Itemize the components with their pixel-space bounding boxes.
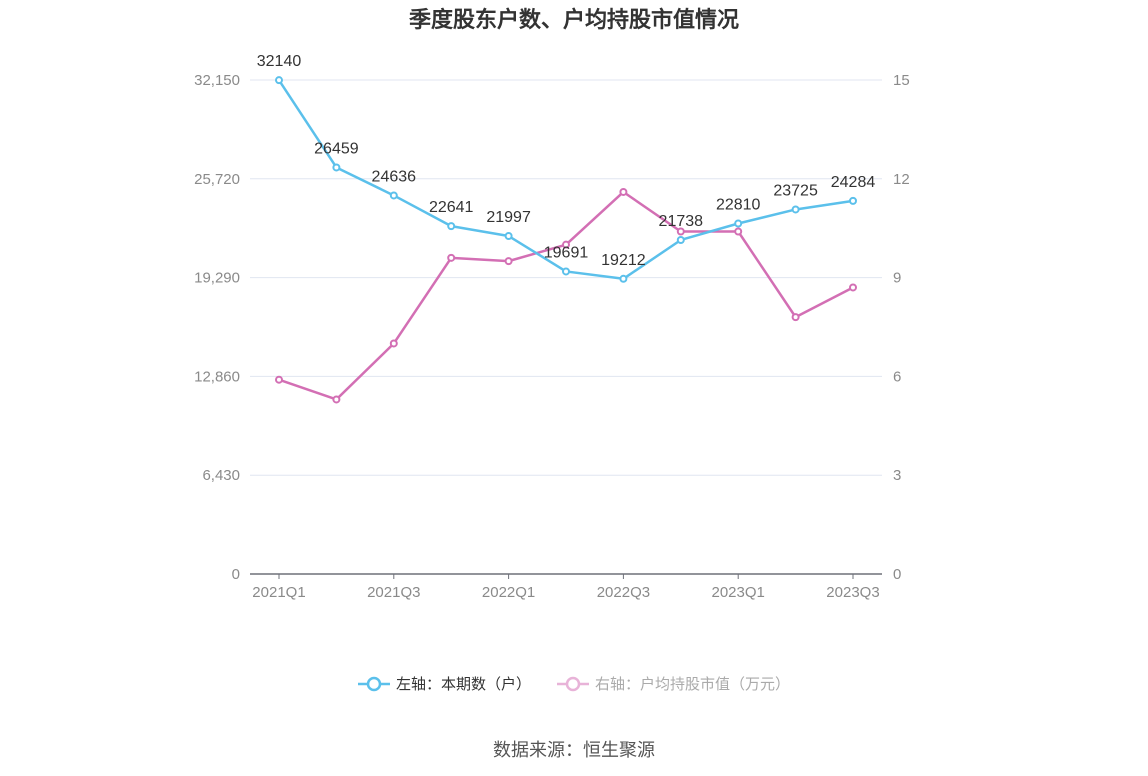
x-axis-tick-label: 2022Q3 <box>597 584 650 601</box>
legend-swatch-blue-icon <box>357 676 390 691</box>
series-layer <box>275 76 857 404</box>
legend: 左轴：本期数（户） 右轴：户均持股市值（万元） <box>0 673 1148 694</box>
legend-swatch-pink-icon <box>557 676 589 691</box>
avg-holding-value-point <box>734 227 743 236</box>
households-point <box>389 191 398 200</box>
households-point <box>849 196 857 205</box>
left-axis-tick-label: 0 <box>232 566 240 583</box>
data-labels: 32140 26459 24636 22641 21997 19691 19212 21738… <box>257 53 876 269</box>
households-point <box>504 232 513 241</box>
households-point <box>676 235 685 244</box>
legend-item-right-axis[interactable]: 右轴：户均持股市值（万元） <box>557 673 790 694</box>
source-note: 数据来源：恒生聚源 <box>493 740 655 761</box>
data-label: 24636 <box>372 168 417 185</box>
avg-holding-value-point <box>332 395 341 404</box>
avg-holding-value-point <box>389 339 398 348</box>
households-point <box>562 267 570 276</box>
avg-holding-value-point <box>791 313 800 322</box>
legend-label-right-axis: 右轴：户均持股市值（万元） <box>595 675 791 693</box>
households-point <box>275 76 283 85</box>
x-axis-tick-label: 2023Q1 <box>712 584 765 601</box>
data-label: 26459 <box>314 140 359 157</box>
data-label: 23725 <box>773 182 818 199</box>
x-axis-tick-label: 2021Q3 <box>367 584 420 601</box>
avg-holding-value-point <box>447 253 456 262</box>
data-label: 22810 <box>716 197 761 214</box>
data-label: 19212 <box>601 252 646 269</box>
avg-holding-value-point <box>275 375 283 384</box>
data-label: 21997 <box>486 209 531 226</box>
x-axis-tick-label: 2021Q1 <box>252 584 305 601</box>
right-axis-tick-label: 12 <box>893 171 910 188</box>
left-axis-tick-label: 19,290 <box>194 270 240 287</box>
households-point <box>734 219 743 228</box>
series-line-avg-holding-value <box>278 190 854 401</box>
data-label: 32140 <box>257 53 302 70</box>
data-label: 19691 <box>544 244 589 261</box>
x-axis-tick-label: 2023Q3 <box>826 584 879 601</box>
grid-lines <box>250 79 882 476</box>
avg-holding-value-point <box>676 227 685 236</box>
avg-holding-value-point <box>619 187 628 196</box>
households-point <box>447 222 456 231</box>
households-point <box>791 205 800 214</box>
axes: 0 6,430 12,860 19,290 25,720 32,150 0 3 6 9 12 15 20… <box>194 72 910 601</box>
households-point <box>619 274 628 283</box>
data-label: 24284 <box>831 174 876 191</box>
right-axis-tick-label: 9 <box>893 270 901 287</box>
households-point <box>332 163 341 172</box>
left-axis-tick-label: 25,720 <box>194 171 240 188</box>
left-axis-tick-label: 32,150 <box>194 72 240 89</box>
right-axis-tick-label: 15 <box>893 72 910 89</box>
chart-title: 季度股东户数、户均持股市值情况 <box>408 8 739 33</box>
legend-label-left-axis: 左轴：本期数（户） <box>395 675 531 693</box>
left-axis-tick-label: 6,430 <box>202 467 240 484</box>
avg-holding-value-point <box>504 257 513 266</box>
avg-holding-value-point <box>562 240 570 249</box>
data-label: 22641 <box>429 199 474 216</box>
left-axis-tick-label: 12,860 <box>194 368 240 385</box>
avg-holding-value-point <box>849 283 857 292</box>
right-axis-tick-label: 3 <box>893 467 901 484</box>
legend-item-left-axis[interactable]: 左轴：本期数（户） <box>357 673 531 694</box>
right-axis-tick-label: 0 <box>893 566 901 583</box>
right-axis-tick-label: 6 <box>893 368 901 385</box>
data-label: 21738 <box>659 213 704 230</box>
x-axis-tick-label: 2022Q1 <box>482 584 535 601</box>
